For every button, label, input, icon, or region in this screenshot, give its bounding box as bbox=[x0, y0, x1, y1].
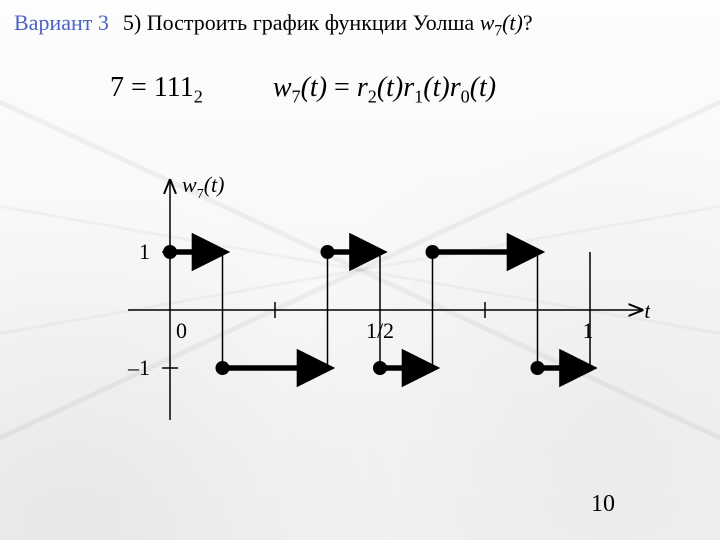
question-func: w bbox=[480, 10, 495, 35]
slide: { "header": { "variant": "Вариант 3", "q… bbox=[0, 0, 720, 540]
question-text: 5) Построить график функции Уолша w7(t)? bbox=[123, 10, 533, 40]
question-prefix: 5) Построить график функции Уолша bbox=[123, 10, 480, 35]
question-suffix: ? bbox=[523, 10, 533, 35]
prod-fn: w bbox=[273, 72, 292, 103]
prod-eq: = bbox=[334, 72, 350, 103]
svg-text:w7(t): w7(t) bbox=[182, 172, 224, 202]
svg-text:1: 1 bbox=[139, 239, 150, 264]
prod-fn-arg: (t) bbox=[301, 72, 327, 103]
formula-row: 7 = 1112 w7(t) = r2(t)r1(t)r0(t) bbox=[110, 72, 660, 108]
svg-text:0: 0 bbox=[176, 318, 187, 343]
binary-formula: 7 = 1112 bbox=[110, 72, 203, 108]
bin-lhs: 7 bbox=[110, 72, 124, 103]
question-arg: (t) bbox=[502, 10, 523, 35]
slide-header: Вариант 3 5) Построить график функции Уо… bbox=[14, 10, 706, 40]
svg-text:–1: –1 bbox=[127, 355, 150, 380]
walsh-chart: w7(t)t1–1011/2 bbox=[90, 170, 650, 450]
bin-eq: = bbox=[131, 72, 147, 103]
bin-rhs: 111 bbox=[154, 72, 194, 103]
variant-label: Вариант 3 bbox=[14, 10, 109, 36]
bin-base: 2 bbox=[194, 87, 203, 107]
svg-text:1: 1 bbox=[583, 318, 594, 343]
question-sub: 7 bbox=[494, 22, 502, 39]
prod-terms: r2(t)r1(t)r0(t) bbox=[357, 72, 496, 103]
chart-svg: w7(t)t1–1011/2 bbox=[90, 170, 650, 430]
svg-text:t: t bbox=[644, 298, 650, 323]
page-number: 10 bbox=[591, 491, 615, 518]
product-formula: w7(t) = r2(t)r1(t)r0(t) bbox=[273, 72, 496, 108]
prod-fn-sub: 7 bbox=[292, 87, 301, 107]
